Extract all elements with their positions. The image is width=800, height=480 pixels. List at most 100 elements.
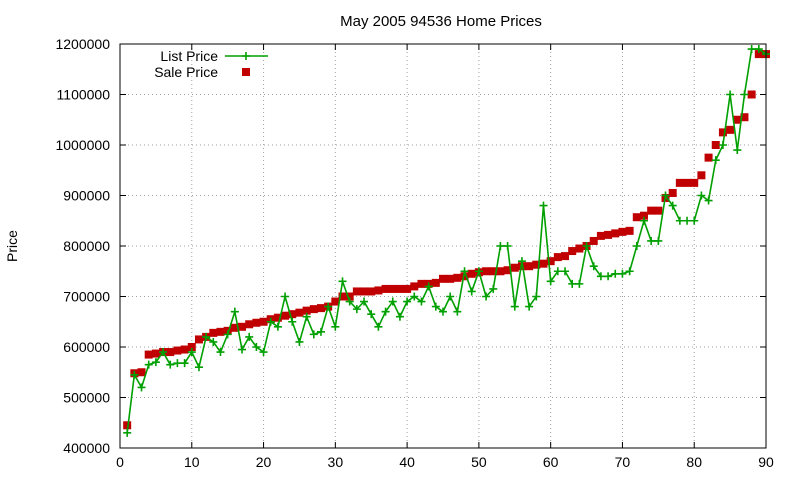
sale-price-point [482,267,491,276]
list-price-point [360,297,369,306]
y-tick-label: 400000 [63,440,110,456]
legend-label-list-price: List Price [160,48,218,64]
list-price-point [474,267,483,276]
list-price-point [288,317,297,326]
y-tick-label: 700000 [63,289,110,305]
sale-price-point [302,306,311,315]
sale-price-point [194,335,203,344]
list-price-point [223,330,232,339]
list-price-point [690,216,699,225]
list-price-point [403,297,412,306]
list-price-point [668,201,677,210]
list-price-point [704,196,713,205]
sale-price-point [639,211,648,220]
list-price-point [482,292,491,301]
sale-price-point [675,178,684,187]
legend: List Price Sale Price [154,48,268,80]
list-price-point [166,360,175,369]
legend-marker-sale-price [242,68,250,76]
list-price-point [273,322,282,331]
sale-price-point [697,171,706,180]
list-price-line [126,48,767,433]
sale-price-point [683,178,692,187]
sale-price-point [561,252,570,261]
x-tick-label: 30 [328,454,344,470]
list-price-point [439,307,447,316]
sale-price-point [711,141,720,149]
x-tick-label: 90 [758,454,774,470]
list-price-point [381,307,390,316]
sale-price-point [395,284,404,293]
list-price-point [718,141,727,149]
list-price-point [180,359,189,368]
sale-price-point [568,247,577,256]
list-price-point [302,312,311,321]
series-sale-price [123,50,770,430]
sale-price-point [489,267,498,276]
sale-price-point [467,269,476,278]
list-price-point [238,345,247,354]
list-price-point [510,302,519,311]
list-price-point [683,216,692,225]
sale-price-point [173,346,182,355]
plot-frame [119,43,767,449]
sale-price-point [403,284,412,293]
list-price-point [137,383,146,392]
sale-price-point [726,125,735,134]
list-price-point [281,292,290,301]
list-price-point [517,257,526,266]
list-price-point [395,312,404,321]
sale-price-point [216,327,225,336]
list-price-point [266,317,275,326]
list-price-point [553,267,562,276]
list-price-point [697,191,706,200]
list-price-point [561,267,570,276]
list-price-point [467,287,476,296]
legend-marker-list-price [242,52,250,60]
sale-price-point [668,188,677,197]
list-price-point [618,269,627,278]
sale-price-point [532,260,541,269]
sale-price-point [230,323,239,332]
x-tick-label: 0 [116,454,124,470]
list-price-point [309,330,318,339]
chart-title: May 2005 94536 Home Prices [340,13,542,30]
list-price-point [324,302,333,311]
sale-price-point [388,284,397,293]
sale-price-point [316,304,325,313]
list-price-point [216,348,225,357]
list-price-point [589,262,598,271]
y-tick-label: 500000 [63,390,110,406]
sale-price-point [510,263,519,272]
series-list-price [123,45,770,437]
list-price-point [489,284,498,293]
list-price-point [661,191,670,200]
list-price-point [575,279,584,288]
list-price-point [647,236,656,245]
y-tick-label: 900000 [63,188,110,204]
sale-price-point [503,266,512,275]
list-price-point [740,90,749,99]
list-price-point [352,305,361,314]
list-price-point [568,279,577,288]
sale-price-point [647,206,656,215]
legend-plus-marker [242,52,250,60]
list-price-point [245,332,254,341]
list-price-point [675,216,684,225]
list-price-point [388,297,397,306]
list-price-point [144,360,153,369]
list-price-point [316,327,325,336]
list-price-point [424,282,433,291]
sale-price-point [367,287,376,296]
grid-lines [120,44,766,448]
sale-price-point [704,153,713,162]
list-price-point [532,292,541,301]
list-price-point [230,307,239,316]
sale-price-point [446,274,455,283]
y-tick-label: 1200000 [55,36,110,52]
list-price-point [639,216,648,225]
y-axis-label: Price [4,230,20,262]
list-price-point [187,348,196,357]
legend-square-marker [242,68,250,76]
